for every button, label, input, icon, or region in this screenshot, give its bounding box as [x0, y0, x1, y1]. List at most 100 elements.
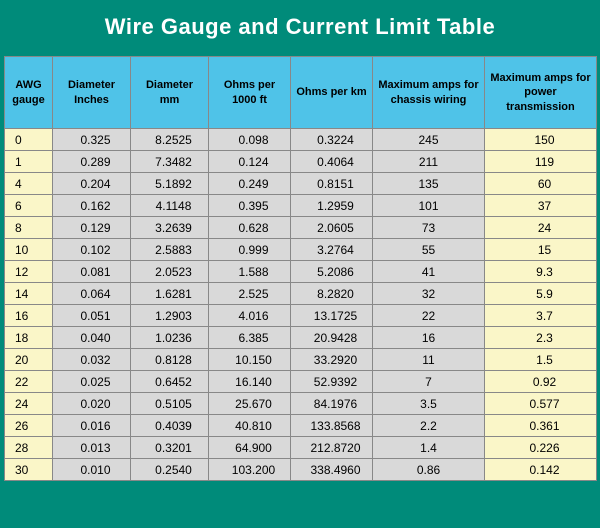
cell-gauge: 16	[5, 305, 53, 327]
cell-ohms-km: 133.8568	[291, 415, 373, 437]
cell-diam-in: 0.102	[53, 239, 131, 261]
cell-chassis: 2.2	[373, 415, 485, 437]
cell-ohms-ft: 0.249	[209, 173, 291, 195]
cell-diam-in: 0.064	[53, 283, 131, 305]
cell-diam-in: 0.325	[53, 129, 131, 151]
cell-ohms-km: 212.8720	[291, 437, 373, 459]
cell-diam-mm: 1.0236	[131, 327, 209, 349]
table-row: 180.0401.02366.38520.9428162.3	[5, 327, 597, 349]
cell-chassis: 16	[373, 327, 485, 349]
cell-ohms-ft: 0.395	[209, 195, 291, 217]
cell-diam-mm: 1.2903	[131, 305, 209, 327]
cell-chassis: 211	[373, 151, 485, 173]
table-header-row: AWG gauge Diameter Inches Diameter mm Oh…	[5, 57, 597, 129]
cell-ohms-km: 2.0605	[291, 217, 373, 239]
cell-diam-in: 0.162	[53, 195, 131, 217]
cell-gauge: 28	[5, 437, 53, 459]
cell-ohms-ft: 103.200	[209, 459, 291, 481]
cell-chassis: 135	[373, 173, 485, 195]
cell-chassis: 11	[373, 349, 485, 371]
cell-power: 119	[485, 151, 597, 173]
cell-chassis: 73	[373, 217, 485, 239]
wire-gauge-table: AWG gauge Diameter Inches Diameter mm Oh…	[4, 56, 597, 481]
cell-power: 0.361	[485, 415, 597, 437]
cell-chassis: 101	[373, 195, 485, 217]
cell-gauge: 24	[5, 393, 53, 415]
cell-power: 5.9	[485, 283, 597, 305]
cell-ohms-ft: 10.150	[209, 349, 291, 371]
cell-ohms-km: 3.2764	[291, 239, 373, 261]
table-row: 10.2897.34820.1240.4064211119	[5, 151, 597, 173]
table-row: 40.2045.18920.2490.815113560	[5, 173, 597, 195]
cell-gauge: 14	[5, 283, 53, 305]
table-row: 200.0320.812810.15033.2920111.5	[5, 349, 597, 371]
table-row: 300.0100.2540103.200338.49600.860.142	[5, 459, 597, 481]
cell-ohms-ft: 6.385	[209, 327, 291, 349]
cell-gauge: 0	[5, 129, 53, 151]
cell-diam-in: 0.204	[53, 173, 131, 195]
cell-diam-mm: 0.5105	[131, 393, 209, 415]
col-header-ohms-ft: Ohms per 1000 ft	[209, 57, 291, 129]
cell-chassis: 3.5	[373, 393, 485, 415]
table-row: 160.0511.29034.01613.1725223.7	[5, 305, 597, 327]
cell-power: 24	[485, 217, 597, 239]
table-row: 00.3258.25250.0980.3224245150	[5, 129, 597, 151]
cell-diam-mm: 1.6281	[131, 283, 209, 305]
cell-ohms-km: 84.1976	[291, 393, 373, 415]
table-row: 260.0160.403940.810133.85682.20.361	[5, 415, 597, 437]
cell-gauge: 8	[5, 217, 53, 239]
cell-diam-mm: 2.5883	[131, 239, 209, 261]
cell-chassis: 32	[373, 283, 485, 305]
cell-chassis: 245	[373, 129, 485, 151]
cell-diam-mm: 8.2525	[131, 129, 209, 151]
cell-ohms-ft: 0.628	[209, 217, 291, 239]
cell-diam-mm: 0.6452	[131, 371, 209, 393]
cell-chassis: 7	[373, 371, 485, 393]
table-row: 280.0130.320164.900212.87201.40.226	[5, 437, 597, 459]
cell-ohms-ft: 0.098	[209, 129, 291, 151]
cell-gauge: 4	[5, 173, 53, 195]
table-row: 220.0250.645216.14052.939270.92	[5, 371, 597, 393]
cell-diam-mm: 7.3482	[131, 151, 209, 173]
cell-diam-mm: 0.2540	[131, 459, 209, 481]
col-header-power: Maximum amps for power transmission	[485, 57, 597, 129]
table-row: 100.1022.58830.9993.27645515	[5, 239, 597, 261]
cell-chassis: 1.4	[373, 437, 485, 459]
cell-gauge: 26	[5, 415, 53, 437]
cell-diam-in: 0.289	[53, 151, 131, 173]
table-row: 140.0641.62812.5258.2820325.9	[5, 283, 597, 305]
table-row: 240.0200.510525.67084.19763.50.577	[5, 393, 597, 415]
cell-power: 60	[485, 173, 597, 195]
cell-power: 37	[485, 195, 597, 217]
cell-power: 150	[485, 129, 597, 151]
cell-diam-in: 0.016	[53, 415, 131, 437]
cell-ohms-ft: 25.670	[209, 393, 291, 415]
cell-gauge: 30	[5, 459, 53, 481]
cell-chassis: 22	[373, 305, 485, 327]
cell-ohms-km: 338.4960	[291, 459, 373, 481]
cell-diam-in: 0.032	[53, 349, 131, 371]
cell-ohms-ft: 2.525	[209, 283, 291, 305]
cell-power: 0.92	[485, 371, 597, 393]
cell-diam-in: 0.129	[53, 217, 131, 239]
cell-ohms-km: 33.2920	[291, 349, 373, 371]
cell-diam-in: 0.013	[53, 437, 131, 459]
cell-power: 2.3	[485, 327, 597, 349]
cell-power: 3.7	[485, 305, 597, 327]
cell-ohms-km: 13.1725	[291, 305, 373, 327]
cell-ohms-km: 20.9428	[291, 327, 373, 349]
table-body: 00.3258.25250.0980.322424515010.2897.348…	[5, 129, 597, 481]
cell-diam-in: 0.020	[53, 393, 131, 415]
cell-ohms-km: 8.2820	[291, 283, 373, 305]
table-row: 120.0812.05231.5885.2086419.3	[5, 261, 597, 283]
cell-diam-mm: 0.8128	[131, 349, 209, 371]
col-header-diam-in: Diameter Inches	[53, 57, 131, 129]
cell-diam-mm: 5.1892	[131, 173, 209, 195]
cell-diam-in: 0.010	[53, 459, 131, 481]
cell-diam-mm: 0.3201	[131, 437, 209, 459]
cell-chassis: 55	[373, 239, 485, 261]
cell-diam-in: 0.040	[53, 327, 131, 349]
cell-power: 0.142	[485, 459, 597, 481]
cell-ohms-ft: 64.900	[209, 437, 291, 459]
cell-diam-in: 0.025	[53, 371, 131, 393]
